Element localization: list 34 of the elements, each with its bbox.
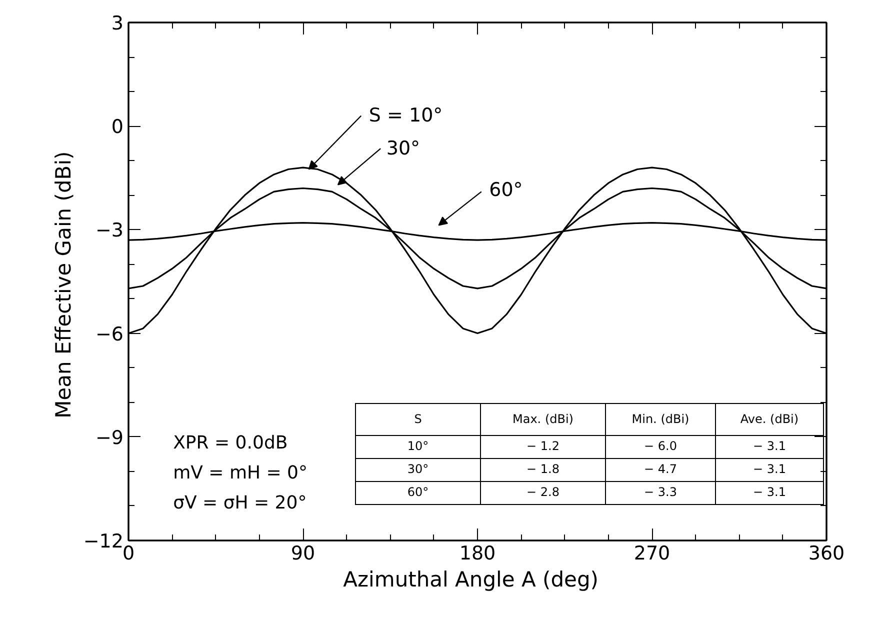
y-tick-label: 0 <box>111 116 124 138</box>
annotation: − 2.8 <box>480 482 606 504</box>
annotation: 60° <box>356 482 480 504</box>
y-tick-label: −12 <box>83 530 124 552</box>
text: 30° <box>386 138 420 160</box>
x-tick-label: 90 <box>290 542 316 564</box>
annotation: − 3.1 <box>716 458 824 482</box>
annotation: − 6.0 <box>606 436 716 458</box>
text: S = 10° <box>368 104 443 127</box>
annotation: − 1.8 <box>480 458 606 482</box>
annotation: Min. (dBi) <box>606 404 716 436</box>
annotation: Ave. (dBi) <box>716 404 824 436</box>
y-tick-label: −6 <box>95 323 124 346</box>
x-tick-label: 360 <box>808 542 845 564</box>
annotation: − 4.7 <box>606 458 716 482</box>
annotation: − 3.1 <box>716 482 824 504</box>
y-tick-label: −3 <box>95 220 124 242</box>
y-axis-title: Mean Effective Gain (dBi) <box>51 151 76 418</box>
annotation: Max. (dBi) <box>480 404 606 436</box>
series-label: 60° <box>489 178 523 201</box>
annotation: σV = σH = 20° <box>173 492 307 514</box>
annotation: XPR = 0.0dB <box>173 432 288 454</box>
annotation: 10° <box>356 436 480 458</box>
x-tick-label: 180 <box>459 542 496 564</box>
x-axis-title: Azimuthal Angle A (deg) <box>343 568 599 592</box>
annotation: S <box>356 404 480 436</box>
annotation: − 3.1 <box>716 436 824 458</box>
y-tick-label: 3 <box>111 12 124 34</box>
annotation: − 3.3 <box>606 482 716 504</box>
annotation: 30° <box>356 458 480 482</box>
annotation: − 1.2 <box>480 436 606 458</box>
y-tick-label: −9 <box>95 426 124 449</box>
x-tick-label: 270 <box>634 542 670 564</box>
annotation: mV = mH = 0° <box>173 462 308 484</box>
